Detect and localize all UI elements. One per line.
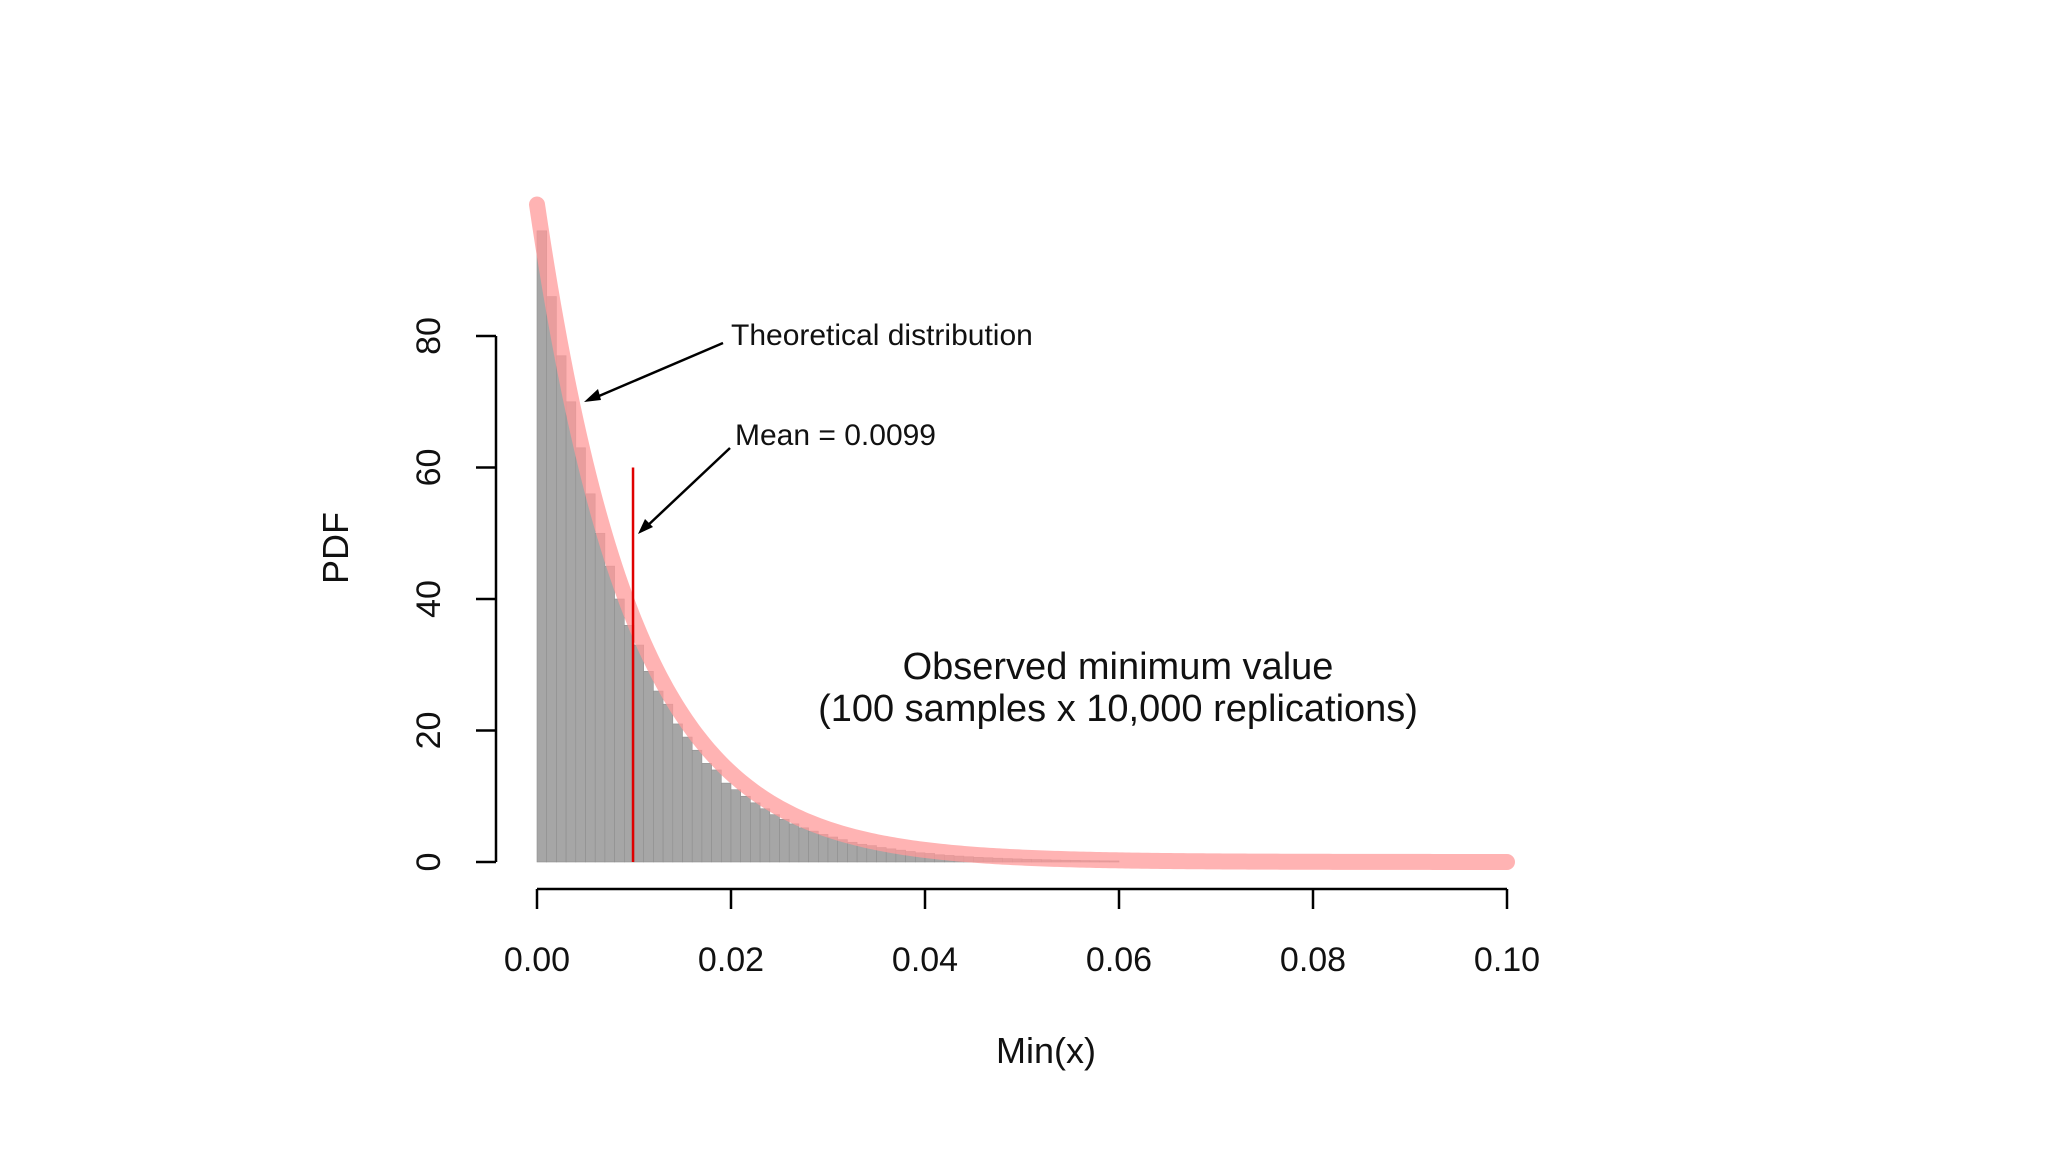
x-tick-label: 0.08 xyxy=(1280,941,1346,979)
x-tick-label: 0.10 xyxy=(1474,941,1540,979)
x-tick-label: 0.02 xyxy=(698,941,764,979)
histogram-bar xyxy=(604,565,615,863)
histogram-bar xyxy=(614,598,625,863)
histogram-bar xyxy=(653,690,664,863)
y-tick-label: 0 xyxy=(410,853,448,872)
histogram-bar xyxy=(585,493,596,863)
annotation-theoretical: Theoretical distribution xyxy=(584,319,1033,402)
histogram-bar xyxy=(691,749,703,863)
y-tick-label: 80 xyxy=(410,317,448,355)
histogram-bar xyxy=(817,834,829,863)
histogram-bar xyxy=(750,802,761,863)
histogram-bar xyxy=(662,703,674,863)
histogram-bar xyxy=(798,827,809,863)
annotation-theoretical-arrowhead xyxy=(584,389,601,402)
histogram-bar xyxy=(633,644,644,863)
histogram-bar xyxy=(672,723,683,863)
histogram-bar xyxy=(643,671,654,863)
histogram-bar xyxy=(701,763,712,863)
histogram-bar xyxy=(711,769,722,863)
x-axis: 0.00 0.02 0.04 0.06 0.08 0.10 xyxy=(504,887,1540,979)
annotation-mean-arrowhead xyxy=(638,519,653,534)
annotation-observed-line1: Observed minimum value xyxy=(903,646,1334,688)
y-tick-label: 60 xyxy=(410,449,448,487)
x-tick-label: 0.06 xyxy=(1086,941,1152,979)
histogram-bar xyxy=(827,836,838,863)
annotation-observed: Observed minimum value (100 samples x 10… xyxy=(818,646,1418,730)
histogram-bar xyxy=(594,532,606,863)
histogram-bar xyxy=(720,782,732,863)
annotation-mean-arrow xyxy=(643,447,731,530)
histogram-bar xyxy=(730,789,741,863)
theoretical-curve-layer xyxy=(529,196,1515,870)
histogram-bar xyxy=(779,818,790,863)
histogram-bar xyxy=(556,355,567,863)
y-axis-label: PDF xyxy=(315,512,356,584)
histogram-bar xyxy=(740,795,751,863)
histogram-bar xyxy=(546,296,557,863)
histogram-bar xyxy=(575,447,586,863)
annotation-observed-line2: (100 samples x 10,000 replications) xyxy=(818,688,1418,730)
histogram-bar xyxy=(788,823,800,863)
histogram-bar xyxy=(536,230,547,863)
theoretical-curve xyxy=(529,196,1515,870)
histogram-bar xyxy=(808,830,819,863)
annotation-mean: Mean = 0.0099 xyxy=(638,419,936,534)
y-axis: 0 20 40 60 80 xyxy=(410,317,498,872)
histogram-bar xyxy=(759,808,771,863)
x-axis-label: Min(x) xyxy=(996,1030,1096,1071)
x-tick-label: 0.00 xyxy=(504,941,570,979)
annotation-theoretical-arrow xyxy=(591,341,724,401)
annotation-theoretical-text: Theoretical distribution xyxy=(731,319,1033,352)
y-tick-label: 20 xyxy=(410,712,448,750)
annotation-mean-text: Mean = 0.0099 xyxy=(735,419,936,452)
histogram-bar xyxy=(682,736,693,863)
x-tick-label: 0.04 xyxy=(892,941,958,979)
histogram-bar xyxy=(769,814,780,863)
histogram-bar xyxy=(565,401,577,863)
y-tick-label: 40 xyxy=(410,580,448,618)
